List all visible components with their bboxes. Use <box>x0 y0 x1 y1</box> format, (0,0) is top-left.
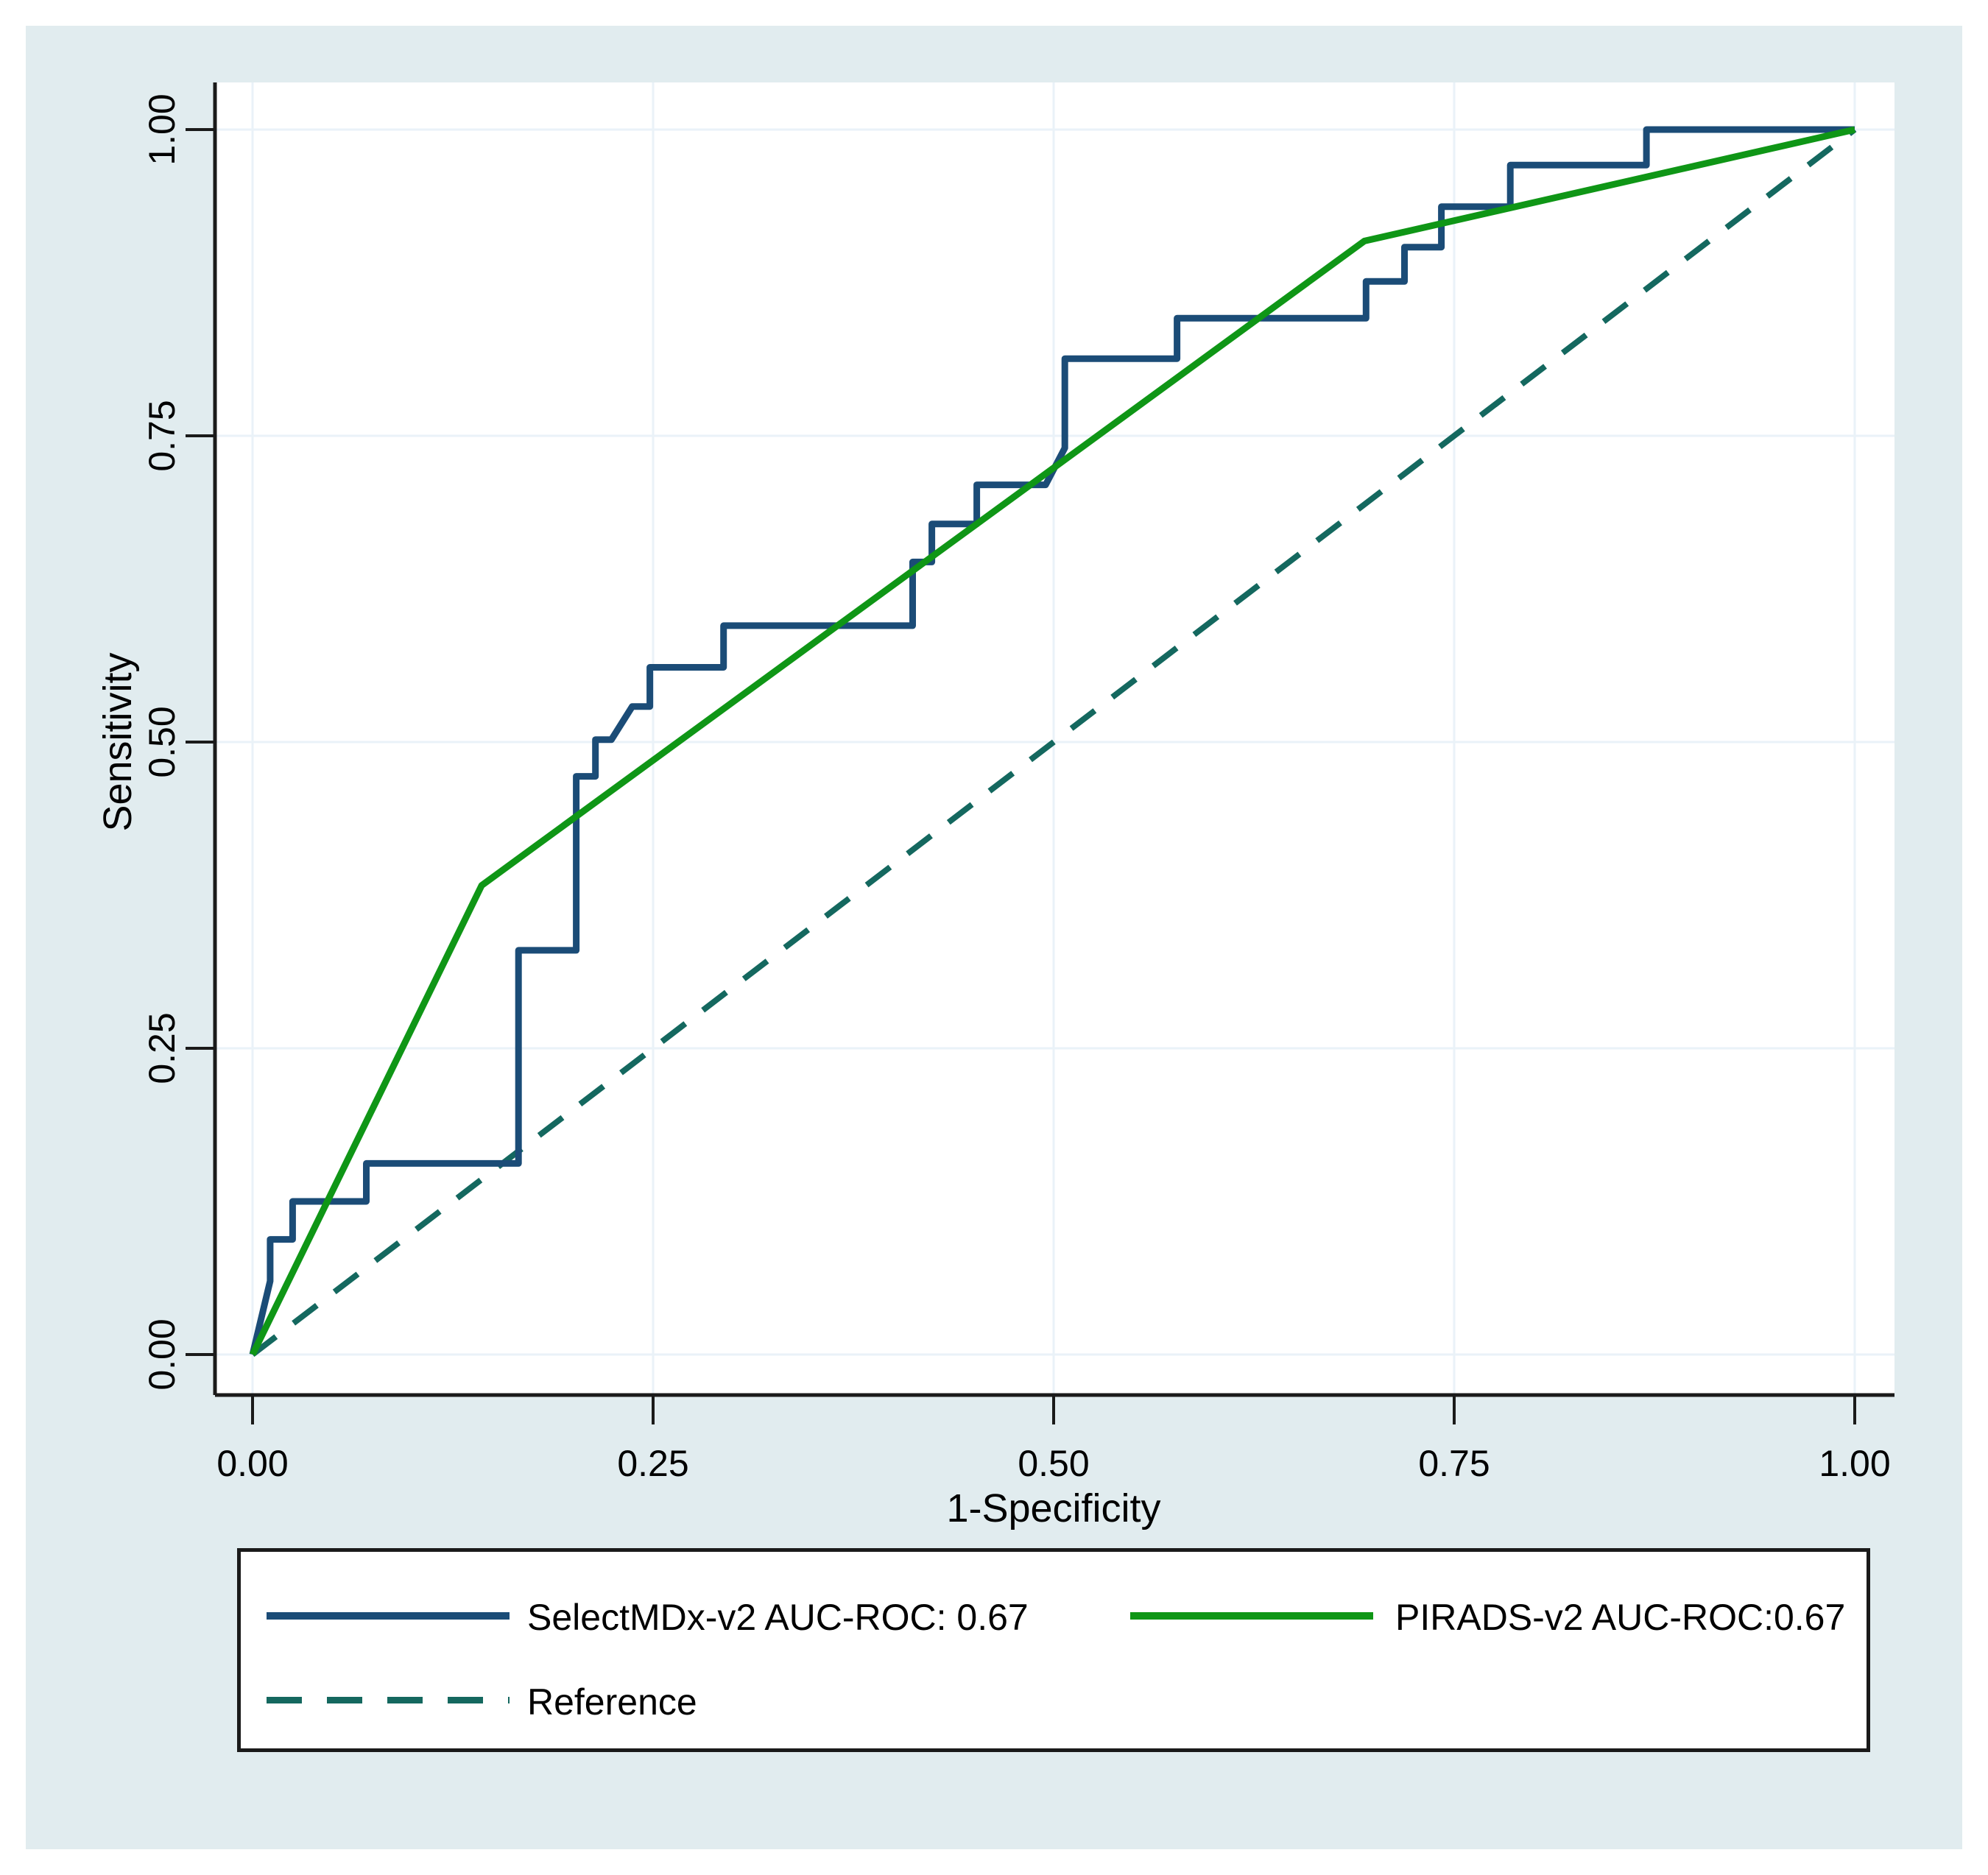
legend-line-pirads <box>1130 1612 1373 1620</box>
y-tick-label: 0.00 <box>141 1318 183 1390</box>
legend-label-reference: Reference <box>527 1681 697 1723</box>
x-axis-title: 1-Specificity <box>946 1486 1160 1530</box>
legend-line-selectmdx <box>267 1612 510 1620</box>
legend-label-pirads: PIRADS-v2 AUC-ROC:0.67 <box>1395 1597 1846 1638</box>
y-tick-label: 0.25 <box>141 1012 183 1084</box>
x-tick-label: 0.00 <box>216 1443 288 1484</box>
series-line-selectmdx <box>249 126 1855 1356</box>
legend: SelectMDx-v2 AUC-ROC: 0.67 PIRADS-v2 AUC… <box>237 1548 1870 1752</box>
legend-line-reference <box>267 1697 510 1703</box>
x-tick-label: 0.50 <box>1018 1443 1089 1484</box>
y-tick-label: 0.75 <box>141 400 183 471</box>
y-tick-label: 0.50 <box>141 706 183 777</box>
y-axis-title: Sensitivity <box>96 652 140 831</box>
x-tick-label: 1.00 <box>1819 1443 1890 1484</box>
y-tick-label: 1.00 <box>141 93 183 165</box>
legend-label-selectmdx: SelectMDx-v2 AUC-ROC: 0.67 <box>527 1597 1029 1638</box>
x-tick-label: 0.75 <box>1418 1443 1490 1484</box>
series-line-pirads <box>249 126 1855 1356</box>
x-tick-label: 0.25 <box>617 1443 688 1484</box>
